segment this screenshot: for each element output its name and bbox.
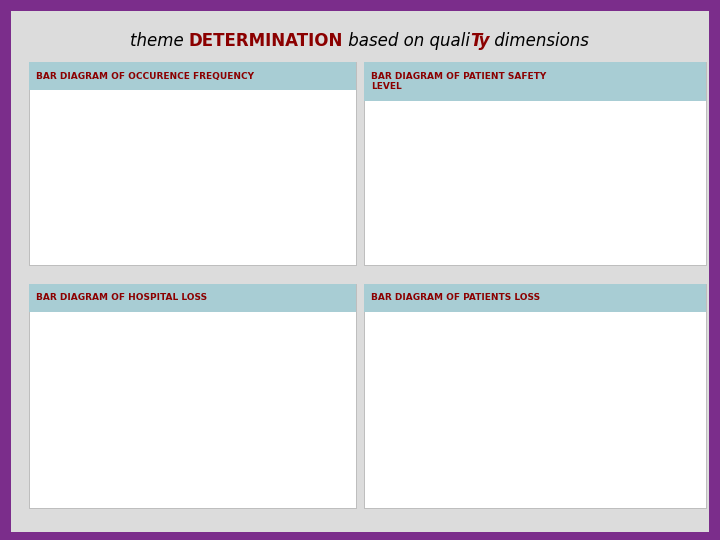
Text: BAR DIAGRAM OF OCCURENCE FREQUENCY: BAR DIAGRAM OF OCCURENCE FREQUENCY [36, 72, 254, 80]
Bar [531, 180, 582, 230]
Y-axis label: K
E
R
U
G
I
A
N: K E R U G I A N [370, 354, 376, 436]
X-axis label: PERSOALAN: PERSOALAN [526, 490, 587, 499]
Text: Ty: Ty [470, 31, 490, 50]
Y-axis label: K
E
R
U
G
I
A
N: K E R U G I A N [38, 354, 44, 436]
Text: 19: 19 [209, 146, 220, 155]
Text: 1: 1 [554, 169, 559, 178]
Bar [632, 468, 682, 472]
Bar [431, 131, 481, 230]
Text: 2: 2 [453, 120, 458, 129]
Bar [286, 160, 333, 230]
Bar [431, 368, 481, 472]
Bar [286, 345, 333, 472]
Text: BAR DIAGRAM OF HOSPITAL LOSS: BAR DIAGRAM OF HOSPITAL LOSS [36, 293, 207, 302]
Text: 18: 18 [305, 150, 315, 159]
X-axis label: PERSOALAN: PERSOALAN [526, 247, 587, 256]
Y-axis label: F
R
E
K
W
E
N
S
I: F R E K W E N S I [37, 117, 45, 208]
Text: 900.000: 900.000 [292, 334, 327, 343]
Text: 90.000: 90.000 [642, 457, 672, 465]
X-axis label: PERSOALAN: PERSOALAN [184, 490, 245, 499]
Text: dimensions: dimensions [490, 31, 590, 50]
Text: based on quali: based on quali [343, 31, 470, 50]
Text: DETERMINATION: DETERMINATION [189, 31, 343, 50]
Text: 2.023.000: 2.023.000 [434, 356, 477, 366]
Bar [190, 423, 238, 472]
Y-axis label: F
R
E
K
W
E
N
S
I: F R E K W E N S I [369, 122, 377, 214]
Text: 1: 1 [654, 169, 660, 178]
Text: 350.000: 350.000 [197, 411, 231, 421]
Text: BAR DIAGRAM OF PATIENT SAFETY
LEVEL: BAR DIAGRAM OF PATIENT SAFETY LEVEL [371, 72, 546, 91]
Bar [190, 157, 238, 230]
Text: BAR DIAGRAM OF PATIENTS LOSS: BAR DIAGRAM OF PATIENTS LOSS [371, 293, 540, 302]
Bar [632, 180, 682, 230]
X-axis label: PERSOALAN: PERSOALAN [184, 247, 245, 256]
Text: theme: theme [130, 31, 189, 50]
Bar [95, 130, 143, 230]
Text: 26: 26 [113, 119, 124, 128]
